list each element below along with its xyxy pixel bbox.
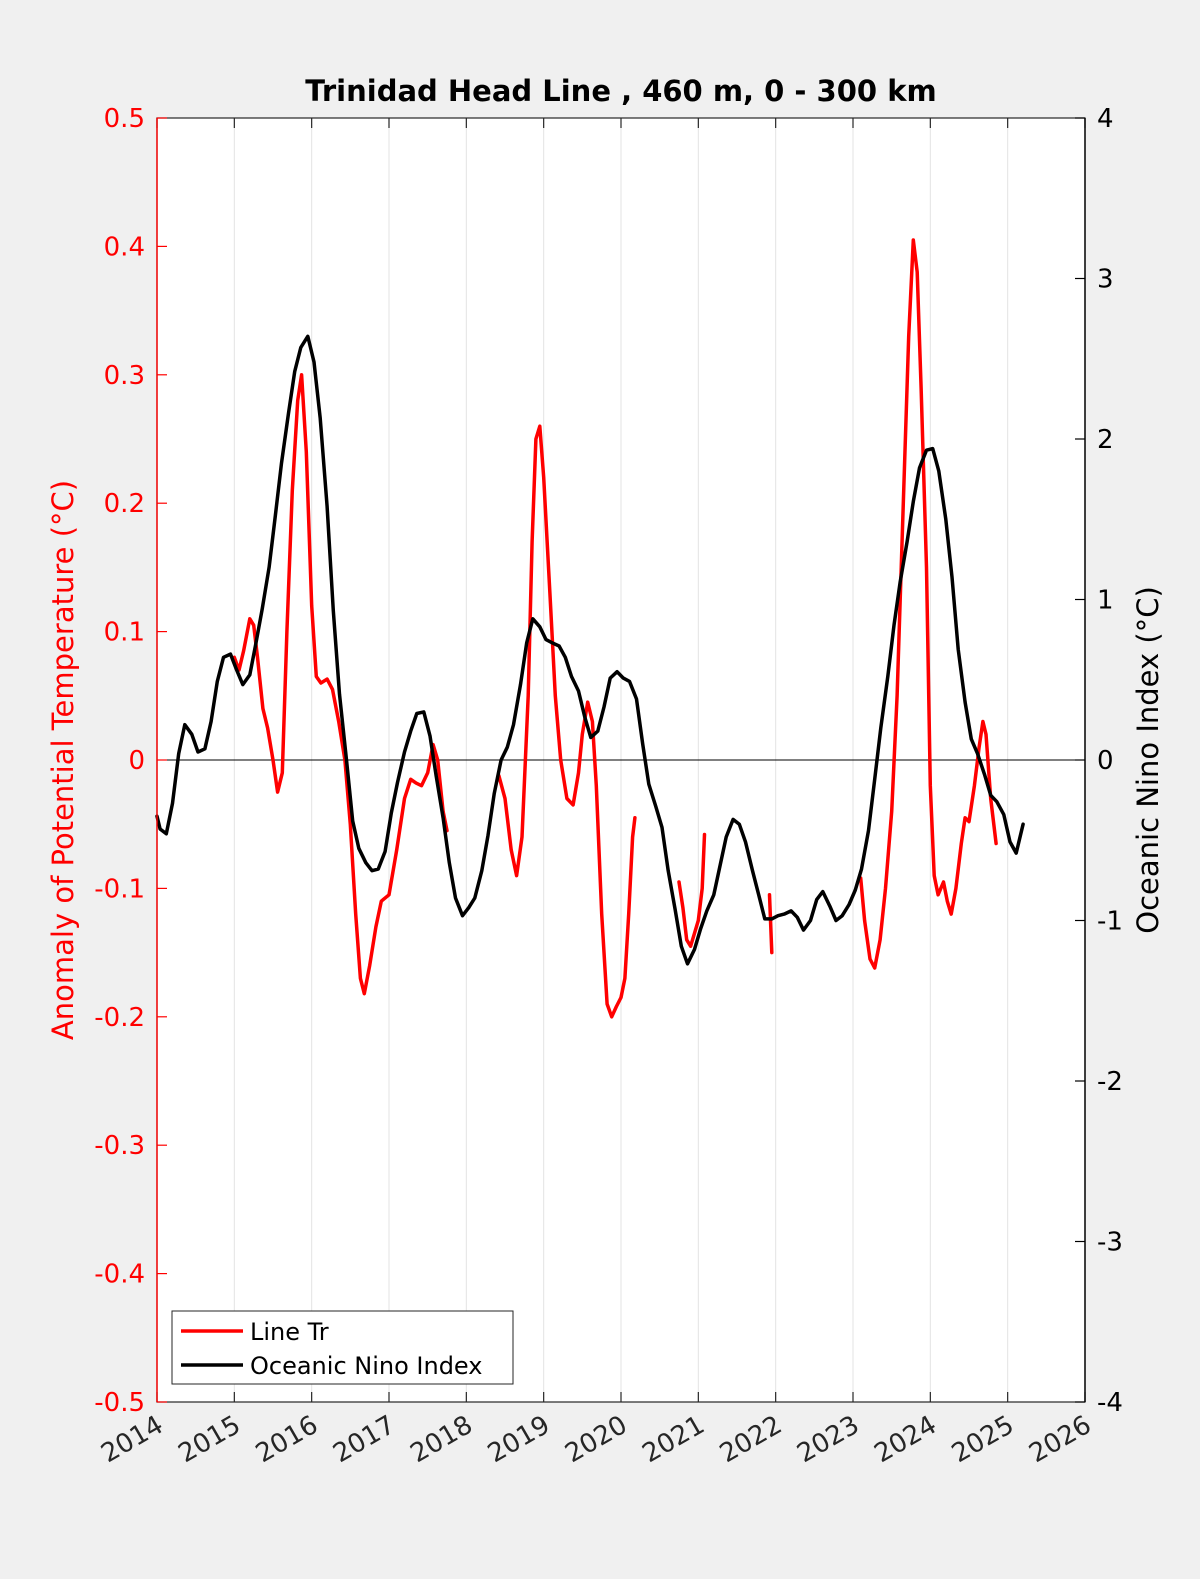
- x-tick-label-2026: 2026: [1024, 1410, 1096, 1469]
- x-tick-label-2020: 2020: [560, 1410, 632, 1469]
- x-tick-label-2021: 2021: [638, 1410, 710, 1469]
- x-tick-label-2014: 2014: [96, 1410, 168, 1469]
- y-right-tick-label--2: -2: [1097, 1067, 1123, 1097]
- x-tick-label-2016: 2016: [251, 1410, 323, 1469]
- x-tick-label-2024: 2024: [870, 1410, 942, 1469]
- y-left-tick-label--0.2: -0.2: [94, 1003, 145, 1033]
- series-oceanic-nino-index-segment-0: [155, 334, 1025, 966]
- y-axis-right-label: Oceanic Nino Index (°C): [1131, 586, 1165, 934]
- x-tick-label-2022: 2022: [715, 1410, 787, 1469]
- y-left-tick-label--0.3: -0.3: [94, 1131, 145, 1161]
- series-line-tr-segment-1: [497, 424, 637, 1019]
- y-left-tick-label-0: 0: [128, 746, 145, 776]
- legend-label-line-tr: Line Tr: [250, 1318, 329, 1346]
- y-axis-left-label: Anomaly of Potential Temperature (°C): [46, 480, 80, 1040]
- x-tick-label-2017: 2017: [328, 1410, 400, 1469]
- y-left-tick-label-0.5: 0.5: [104, 104, 145, 134]
- y-right-tick-label--3: -3: [1097, 1228, 1123, 1258]
- legend: Line Tr Oceanic Nino Index: [171, 1310, 514, 1385]
- y-left-tick-label-0.3: 0.3: [104, 361, 145, 391]
- y-right-tick-label-4: 4: [1097, 104, 1114, 134]
- y-right-tick-label--1: -1: [1097, 907, 1123, 937]
- y-left-tick-label-0.4: 0.4: [104, 232, 145, 262]
- y-right-tick-label-2: 2: [1097, 425, 1114, 455]
- y-left-tick-label--0.5: -0.5: [94, 1388, 145, 1418]
- x-tick-label-2025: 2025: [947, 1410, 1019, 1469]
- series-line-tr-segment-4: [858, 238, 998, 970]
- y-right-tick-label-1: 1: [1097, 586, 1114, 616]
- y-right-tick-label--4: -4: [1097, 1388, 1123, 1418]
- y-left-tick-label-0.1: 0.1: [104, 618, 145, 648]
- y-axis-right: 4 3 2 1 0 -1 -2 -3 -4: [1075, 104, 1123, 1418]
- x-tick-label-2019: 2019: [483, 1410, 555, 1469]
- x-tick-label-2015: 2015: [174, 1410, 246, 1469]
- x-tick-label-2018: 2018: [406, 1410, 478, 1469]
- legend-label-oni: Oceanic Nino Index: [250, 1352, 482, 1380]
- y-right-tick-label-0: 0: [1097, 746, 1114, 776]
- y-right-tick-label-3: 3: [1097, 265, 1114, 295]
- y-axis-left: 0.5 0.4 0.3 0.2 0.1 0 -0.1 -0.2 -0.3 -0.4 -0.5: [94, 104, 167, 1418]
- legend-box: [171, 1310, 514, 1385]
- x-tick-label-2023: 2023: [792, 1410, 864, 1469]
- series-layer: [155, 238, 1025, 1019]
- series-line-tr-segment-0: [232, 373, 449, 996]
- y-left-tick-label--0.4: -0.4: [94, 1260, 145, 1290]
- y-left-tick-label--0.1: -0.1: [94, 874, 145, 904]
- series-line-tr-segment-2: [677, 832, 707, 948]
- series-line-tr-segment-3: [767, 893, 774, 955]
- y-left-tick-label-0.2: 0.2: [104, 489, 145, 519]
- chart-title: Trinidad Head Line , 460 m, 0 - 300 km: [305, 74, 936, 108]
